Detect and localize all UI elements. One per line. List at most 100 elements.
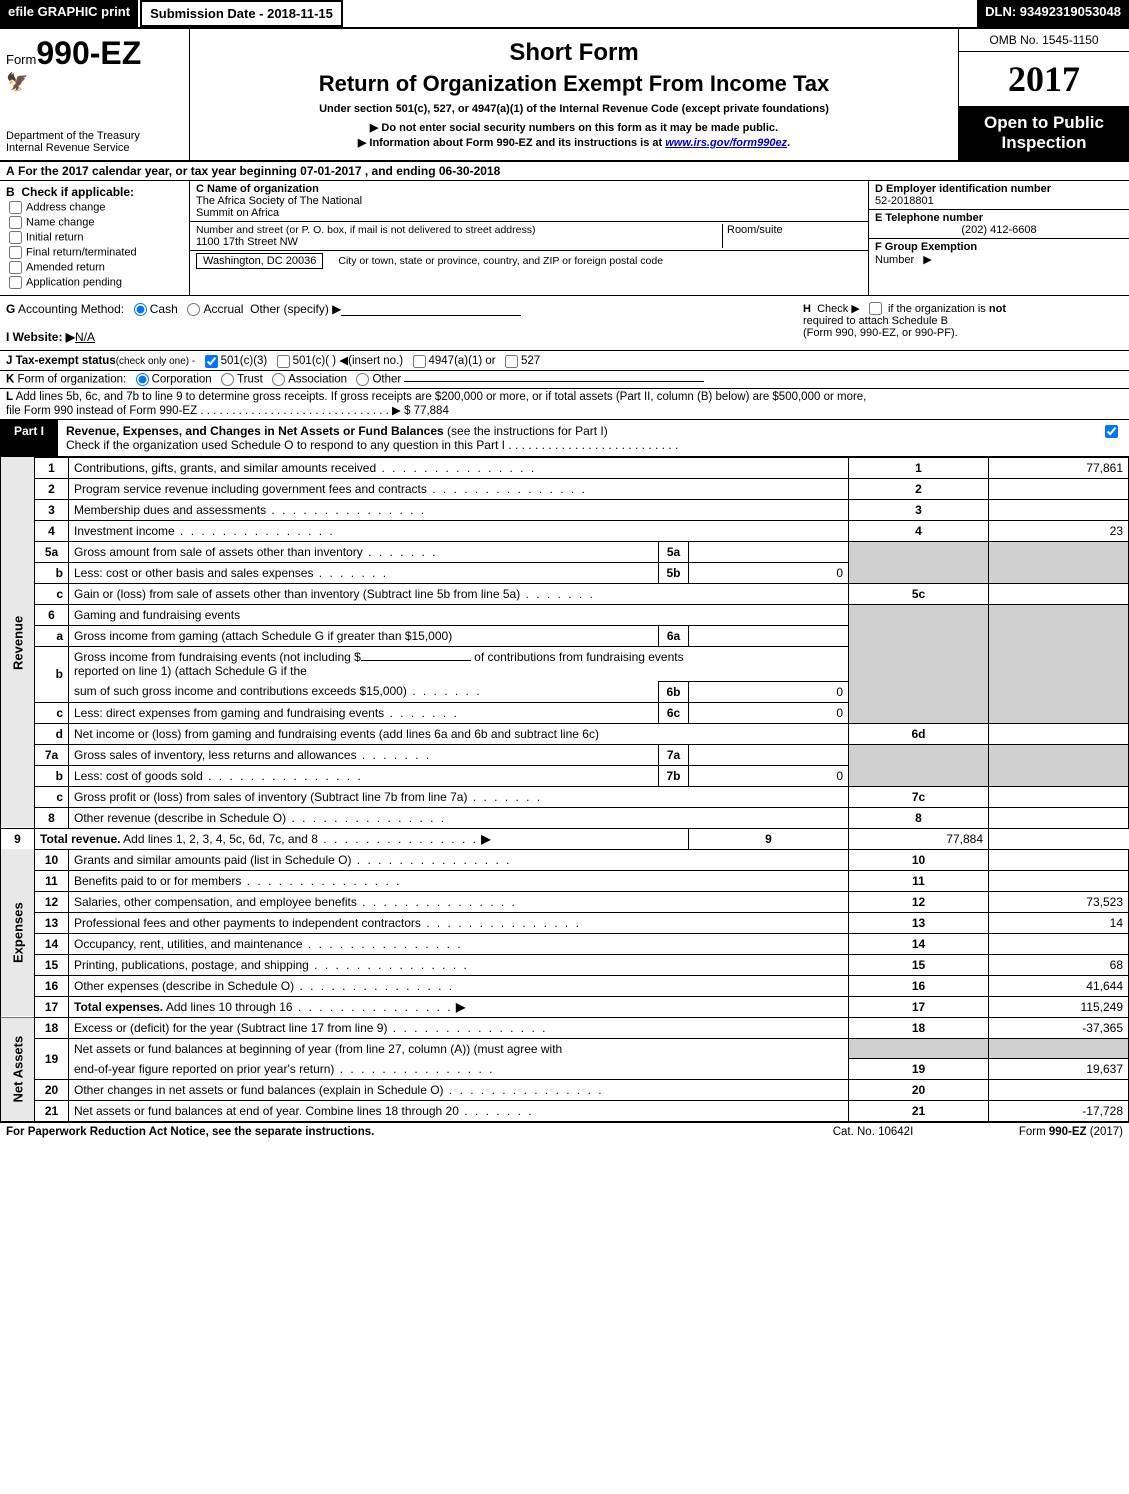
chk-application-pending[interactable]: Application pending bbox=[6, 276, 183, 289]
line9-box: 9 bbox=[689, 828, 849, 849]
chk-address-change[interactable]: Address change bbox=[6, 201, 183, 214]
line7c-no: c bbox=[35, 786, 69, 807]
row-line-19b: end-of-year figure reported on prior yea… bbox=[1, 1059, 1129, 1080]
chk-schedule-b-not-required[interactable] bbox=[869, 302, 882, 315]
form-header: Form990-EZ 🦅 Department of the Treasury … bbox=[0, 29, 1129, 162]
radio-assoc-label: Association bbox=[288, 373, 347, 385]
chk-527[interactable] bbox=[505, 355, 518, 368]
line11-no: 11 bbox=[35, 870, 69, 891]
chk-final-return[interactable]: Final return/terminated bbox=[6, 246, 183, 259]
line5c-no: c bbox=[35, 583, 69, 604]
part1-sub: (see the instructions for Part I) bbox=[447, 424, 608, 438]
line2-box: 2 bbox=[849, 478, 989, 499]
line13-no: 13 bbox=[35, 912, 69, 933]
line21-val: -17,728 bbox=[989, 1101, 1129, 1122]
chk-4947[interactable] bbox=[413, 355, 426, 368]
row-line-2: 2 Program service revenue including gove… bbox=[1, 478, 1129, 499]
line19-shaded bbox=[849, 1038, 989, 1059]
line16-desc: Other expenses (describe in Schedule O) bbox=[69, 975, 849, 996]
h-text4: (Form 990, 990-EZ, or 990-PF). bbox=[803, 327, 958, 339]
chk-501c[interactable] bbox=[277, 355, 290, 368]
row-line-5a: 5a Gross amount from sale of assets othe… bbox=[1, 541, 1129, 562]
chk-4947-label: 4947(a)(1) or bbox=[429, 355, 496, 367]
line13-val: 14 bbox=[989, 912, 1129, 933]
radio-corp[interactable] bbox=[136, 373, 149, 386]
chk-name-change[interactable]: Name change bbox=[6, 216, 183, 229]
line19-desc2: end-of-year figure reported on prior yea… bbox=[69, 1059, 849, 1080]
line10-no: 10 bbox=[35, 849, 69, 870]
row-line-15: 15 Printing, publications, postage, and … bbox=[1, 954, 1129, 975]
addr-value: 1100 17th Street NW bbox=[196, 236, 722, 248]
line2-val bbox=[989, 478, 1129, 499]
chk-final-return-input[interactable] bbox=[9, 246, 22, 259]
ein-label: D Employer identification number bbox=[875, 183, 1123, 195]
chk-initial-return[interactable]: Initial return bbox=[6, 231, 183, 244]
radio-other-org[interactable] bbox=[356, 373, 369, 386]
room-suite-box: Room/suite bbox=[722, 224, 862, 248]
line2-desc: Program service revenue including govern… bbox=[69, 478, 849, 499]
cat-no: Cat. No. 10642I bbox=[783, 1126, 963, 1138]
radio-cash-label: Cash bbox=[150, 302, 178, 316]
line5b-inner-val: 0 bbox=[689, 562, 849, 583]
b-prefix: B bbox=[6, 185, 15, 199]
line12-box: 12 bbox=[849, 891, 989, 912]
line17-no: 17 bbox=[35, 996, 69, 1017]
k-text: Form of organization: bbox=[18, 373, 127, 385]
radio-accrual-label: Accrual bbox=[203, 302, 243, 316]
line7a-inner-val bbox=[689, 744, 849, 765]
open-to-public: Open to Public Inspection bbox=[959, 107, 1129, 160]
chk-amended-return[interactable]: Amended return bbox=[6, 261, 183, 274]
line5a-desc: Gross amount from sale of assets other t… bbox=[69, 541, 659, 562]
chk-name-change-input[interactable] bbox=[9, 216, 22, 229]
line7c-val bbox=[989, 786, 1129, 807]
line19-desc1: Net assets or fund balances at beginning… bbox=[69, 1038, 849, 1059]
chk-address-change-input[interactable] bbox=[9, 201, 22, 214]
line6b-no: b bbox=[35, 646, 69, 702]
part1-schedule-o-check[interactable] bbox=[1094, 420, 1129, 456]
line10-val bbox=[989, 849, 1129, 870]
irs-seal-icon: 🦅 bbox=[6, 72, 183, 93]
org-name-label: C Name of organization bbox=[196, 183, 862, 195]
line8-no: 8 bbox=[35, 807, 69, 828]
chk-application-pending-input[interactable] bbox=[9, 276, 22, 289]
section-h: H Check ▶ if the organization is not req… bbox=[803, 302, 1123, 344]
dept-irs: Internal Revenue Service bbox=[6, 142, 130, 154]
instruction-line-1: ▶ Do not enter social security numbers o… bbox=[200, 121, 948, 134]
g-text: Accounting Method: bbox=[18, 302, 124, 316]
line11-desc: Benefits paid to or for members bbox=[69, 870, 849, 891]
page-footer: For Paperwork Reduction Act Notice, see … bbox=[0, 1122, 1129, 1141]
chk-schedule-o[interactable] bbox=[1105, 425, 1118, 438]
org-name-box: C Name of organization The Africa Societ… bbox=[190, 181, 868, 222]
line5a-inner-lbl: 5a bbox=[659, 541, 689, 562]
chk-initial-return-label: Initial return bbox=[26, 231, 83, 243]
radio-cash[interactable] bbox=[134, 303, 147, 316]
instr2-post: . bbox=[787, 137, 790, 149]
radio-other-label: Other (specify) ▶ bbox=[250, 302, 341, 316]
line21-box: 21 bbox=[849, 1101, 989, 1122]
efile-print-label: efile GRAPHIC print bbox=[0, 0, 138, 27]
row-line-20: 20 Other changes in net assets or fund b… bbox=[1, 1080, 1129, 1101]
line19-shaded-val bbox=[989, 1038, 1129, 1059]
radio-assoc[interactable] bbox=[272, 373, 285, 386]
radio-accrual[interactable] bbox=[187, 303, 200, 316]
line13-desc: Professional fees and other payments to … bbox=[69, 912, 849, 933]
irs-link[interactable]: www.irs.gov/form990ez bbox=[665, 137, 787, 149]
line6d-val bbox=[989, 723, 1129, 744]
g-prefix: G bbox=[6, 302, 15, 316]
instr2-pre: ▶ Information about Form 990-EZ and its … bbox=[358, 137, 665, 149]
expenses-side-label: Expenses bbox=[1, 849, 35, 1017]
form-number: Form990-EZ bbox=[6, 35, 183, 72]
line8-desc: Other revenue (describe in Schedule O) bbox=[69, 807, 849, 828]
chk-amended-return-input[interactable] bbox=[9, 261, 22, 274]
row-l-gross-receipts: L Add lines 5b, 6c, and 7b to line 9 to … bbox=[0, 389, 1129, 420]
radio-trust[interactable] bbox=[221, 373, 234, 386]
line18-no: 18 bbox=[35, 1017, 69, 1038]
row-line-10: Expenses 10 Grants and similar amounts p… bbox=[1, 849, 1129, 870]
form-number-big: 990-EZ bbox=[36, 35, 141, 71]
line11-val bbox=[989, 870, 1129, 891]
chk-initial-return-input[interactable] bbox=[9, 231, 22, 244]
org-name-line1: The Africa Society of The National bbox=[196, 195, 862, 207]
chk-501c3[interactable] bbox=[205, 355, 218, 368]
tax-year: 2017 bbox=[959, 52, 1129, 107]
line10-box: 10 bbox=[849, 849, 989, 870]
